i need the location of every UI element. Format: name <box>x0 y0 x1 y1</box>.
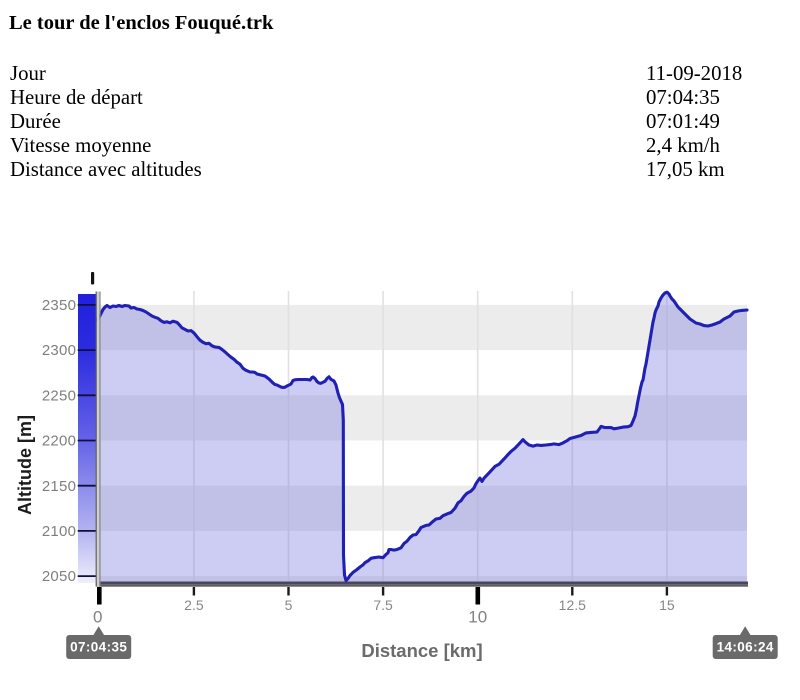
svg-text:15: 15 <box>659 597 675 613</box>
svg-text:2350: 2350 <box>42 297 76 314</box>
svg-text:Altitude [m]: Altitude [m] <box>15 415 35 515</box>
svg-text:07:04:35: 07:04:35 <box>70 640 127 655</box>
svg-text:5: 5 <box>285 597 293 613</box>
svg-text:Le tour de l'enclos Fouqué.trk: Le tour de l'enclos Fouqué.trk <box>9 12 274 34</box>
svg-text:Jour: Jour <box>10 62 46 85</box>
svg-text:Distance [km]: Distance [km] <box>361 640 482 661</box>
svg-text:7.5: 7.5 <box>373 597 393 613</box>
svg-text:2050: 2050 <box>42 568 76 585</box>
svg-text:2100: 2100 <box>42 523 76 540</box>
svg-text:14:06:24: 14:06:24 <box>717 640 774 655</box>
svg-text:11-09-2018: 11-09-2018 <box>646 62 742 85</box>
svg-text:Durée: Durée <box>10 110 61 133</box>
svg-text:2250: 2250 <box>42 387 76 404</box>
svg-text:2.5: 2.5 <box>184 597 204 613</box>
svg-text:12.5: 12.5 <box>559 597 586 613</box>
svg-text:2300: 2300 <box>42 342 76 359</box>
svg-text:2,4 km/h: 2,4 km/h <box>646 134 721 157</box>
svg-text:0: 0 <box>93 608 102 627</box>
svg-text:10: 10 <box>468 608 487 627</box>
svg-text:17,05 km: 17,05 km <box>646 158 725 181</box>
svg-text:Distance avec altitudes: Distance avec altitudes <box>10 158 202 181</box>
svg-text:Vitesse moyenne: Vitesse moyenne <box>10 134 151 157</box>
svg-text:07:04:35: 07:04:35 <box>646 86 720 109</box>
svg-text:2200: 2200 <box>42 433 76 450</box>
svg-text:07:01:49: 07:01:49 <box>646 110 720 133</box>
svg-text:2150: 2150 <box>42 478 76 495</box>
svg-text:Heure de départ: Heure de départ <box>10 86 143 109</box>
